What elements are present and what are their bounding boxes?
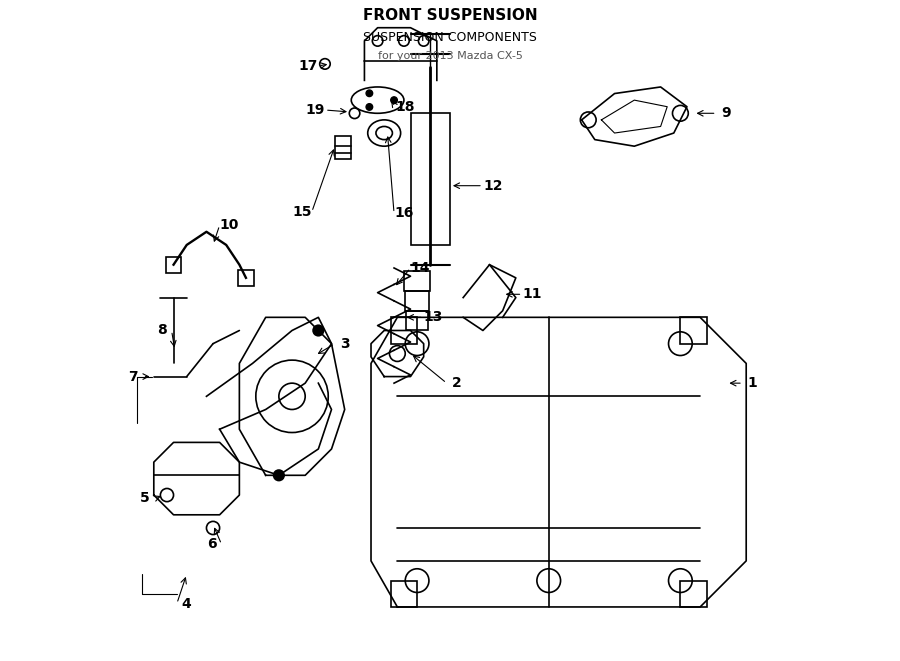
Bar [410, 113, 450, 245]
Text: SUSPENSION COMPONENTS: SUSPENSION COMPONENTS [363, 31, 537, 44]
Bar [406, 311, 428, 330]
Bar [680, 317, 706, 344]
Text: 6: 6 [207, 537, 217, 551]
Bar [680, 580, 706, 607]
Text: 3: 3 [340, 336, 349, 351]
Text: 15: 15 [292, 205, 311, 219]
Text: 12: 12 [483, 178, 502, 193]
Bar [405, 291, 429, 311]
Text: for your 2013 Mazda CX-5: for your 2013 Mazda CX-5 [378, 51, 522, 61]
Bar [166, 256, 182, 272]
Text: 13: 13 [424, 310, 443, 325]
Bar [335, 136, 351, 159]
Text: 4: 4 [182, 597, 192, 611]
Text: 5: 5 [140, 491, 150, 506]
Text: 16: 16 [394, 206, 414, 220]
Circle shape [274, 470, 284, 481]
Circle shape [366, 104, 373, 110]
Bar [238, 270, 254, 286]
Text: 14: 14 [410, 261, 430, 275]
Text: FRONT SUSPENSION: FRONT SUSPENSION [363, 8, 537, 23]
Text: 7: 7 [128, 369, 138, 383]
Circle shape [391, 97, 397, 103]
Bar [404, 271, 430, 291]
Text: 18: 18 [395, 100, 415, 114]
Text: 10: 10 [220, 218, 239, 232]
Bar [391, 580, 417, 607]
Circle shape [366, 90, 373, 97]
Bar [391, 317, 417, 344]
Text: 11: 11 [523, 288, 542, 301]
Text: 9: 9 [722, 106, 732, 120]
Text: 1: 1 [748, 376, 758, 390]
Text: 19: 19 [305, 103, 325, 117]
Text: 17: 17 [299, 59, 319, 73]
Text: 8: 8 [157, 323, 166, 338]
Circle shape [313, 325, 324, 336]
Text: 2: 2 [452, 376, 462, 390]
